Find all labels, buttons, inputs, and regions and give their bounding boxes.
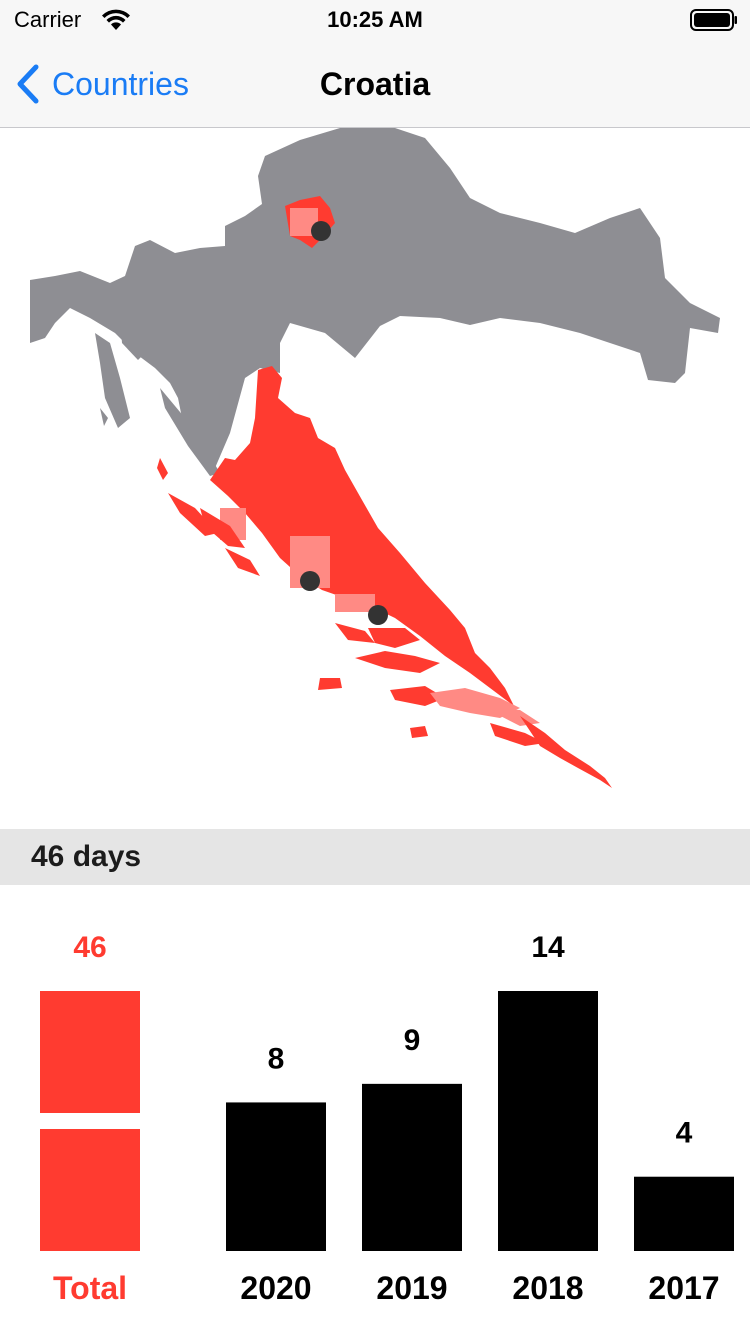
status-bar: Carrier 10:25 AM bbox=[0, 0, 750, 40]
bar-2019[interactable] bbox=[362, 1083, 462, 1251]
total-value-label: 46 bbox=[73, 931, 106, 964]
days-chart-svg: 46 Total 8 2020 9 2019 14 2018 4 2017 bbox=[40, 931, 734, 1306]
map-island-rab bbox=[150, 343, 175, 370]
back-button-label: Countries bbox=[52, 65, 189, 102]
bar-label-2017: 2017 bbox=[648, 1270, 719, 1306]
map-island-south-4 bbox=[225, 548, 260, 576]
status-time: 10:25 AM bbox=[327, 7, 423, 32]
days-header: 46 days bbox=[0, 829, 750, 885]
map-region-dubrovnik bbox=[520, 716, 612, 788]
map-region-dalmatia[interactable] bbox=[210, 366, 515, 708]
bar-label-2019: 2019 bbox=[376, 1270, 447, 1306]
bar-2017[interactable] bbox=[634, 1176, 734, 1251]
map-overlay-4 bbox=[335, 594, 375, 612]
bar-label-2020: 2020 bbox=[240, 1270, 311, 1306]
map-island-south-9 bbox=[390, 686, 445, 706]
carrier-label: Carrier bbox=[14, 7, 82, 32]
map-island-south-6 bbox=[368, 628, 420, 648]
total-category-label: Total bbox=[53, 1270, 127, 1306]
days-total-label: 46 days bbox=[31, 840, 142, 873]
map-island-cres bbox=[95, 333, 130, 428]
map-island-south-7 bbox=[355, 651, 440, 673]
back-button[interactable]: Countries bbox=[14, 60, 189, 108]
map-island-south-1 bbox=[157, 458, 168, 480]
battery-icon bbox=[690, 9, 737, 31]
chevron-left-icon bbox=[17, 64, 39, 104]
map-island-south-13 bbox=[490, 723, 545, 746]
bar-value-2019: 9 bbox=[404, 1024, 421, 1057]
bar-value-2017: 4 bbox=[676, 1117, 693, 1150]
map-island-south-12 bbox=[485, 708, 540, 726]
navigation-bar: Countries Croatia bbox=[0, 40, 750, 128]
map-island-south-5 bbox=[335, 623, 375, 643]
map-island-south-10 bbox=[410, 726, 428, 738]
bar-2020[interactable] bbox=[226, 1102, 326, 1251]
country-map[interactable] bbox=[0, 128, 750, 828]
days-bar-chart: 46 Total 8 2020 9 2019 14 2018 4 2017 bbox=[0, 885, 750, 1334]
wifi-icon bbox=[102, 9, 130, 30]
map-pin-makarska[interactable] bbox=[368, 605, 388, 625]
map-island-south-8 bbox=[318, 678, 342, 690]
page-title: Croatia bbox=[319, 66, 431, 102]
map-region-continental bbox=[30, 128, 720, 468]
total-bar-upper bbox=[40, 991, 140, 1113]
map-pin-split[interactable] bbox=[300, 571, 320, 591]
bar-2018[interactable] bbox=[498, 991, 598, 1251]
croatia-map bbox=[30, 128, 720, 788]
map-pin-zagreb[interactable] bbox=[311, 221, 331, 241]
total-bar-lower bbox=[40, 1129, 140, 1251]
map-island-small-1 bbox=[100, 408, 108, 426]
bar-label-2018: 2018 bbox=[512, 1270, 583, 1306]
bar-value-2018: 14 bbox=[531, 931, 565, 964]
map-island-pag bbox=[160, 388, 220, 476]
map-island-krk bbox=[120, 318, 150, 360]
map-island-south-3 bbox=[200, 508, 245, 548]
bar-value-2020: 8 bbox=[268, 1042, 285, 1075]
